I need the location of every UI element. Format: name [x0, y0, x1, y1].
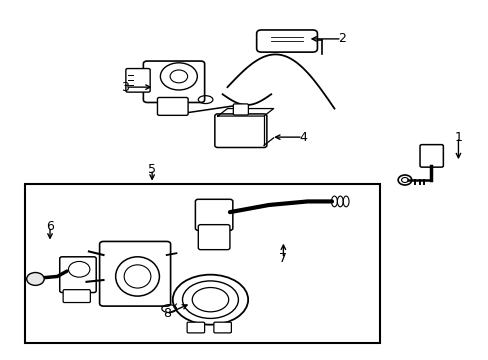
Text: 2: 2: [337, 32, 345, 45]
Text: 7: 7: [279, 252, 287, 265]
FancyBboxPatch shape: [233, 104, 248, 115]
FancyBboxPatch shape: [100, 242, 170, 306]
Bar: [25, 184, 379, 342]
FancyBboxPatch shape: [143, 61, 204, 103]
FancyBboxPatch shape: [157, 98, 188, 115]
Text: 1: 1: [453, 131, 462, 144]
Text: 4: 4: [298, 131, 306, 144]
Circle shape: [27, 273, 44, 285]
Text: 8: 8: [163, 307, 170, 320]
FancyBboxPatch shape: [198, 225, 229, 249]
Text: 3: 3: [121, 81, 129, 94]
FancyBboxPatch shape: [419, 145, 443, 167]
Text: 5: 5: [148, 163, 156, 176]
FancyBboxPatch shape: [125, 68, 150, 92]
FancyBboxPatch shape: [256, 30, 317, 52]
FancyBboxPatch shape: [60, 257, 96, 293]
FancyBboxPatch shape: [63, 290, 90, 302]
FancyBboxPatch shape: [213, 322, 231, 333]
Text: 6: 6: [46, 220, 54, 233]
FancyBboxPatch shape: [195, 199, 232, 230]
FancyBboxPatch shape: [187, 322, 204, 333]
FancyBboxPatch shape: [214, 114, 266, 148]
